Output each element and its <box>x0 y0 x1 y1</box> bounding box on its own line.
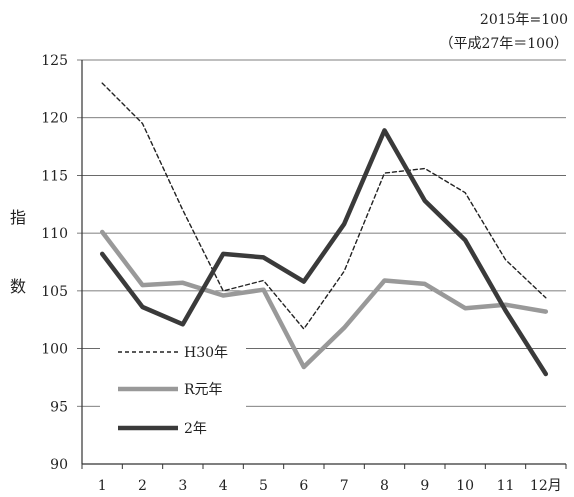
y-tick-label-115: 115 <box>41 168 68 184</box>
y-tick-label-90: 90 <box>50 457 68 473</box>
y-tick-labels: 90 95 100 105 110 115 120 125 <box>41 53 68 473</box>
legend-label-3: 2年 <box>184 421 207 437</box>
series-line-2 <box>99 229 549 370</box>
y-tick-label-120: 120 <box>41 111 68 127</box>
base-year-note-heisei: （平成27年＝100） <box>439 36 568 52</box>
y-tick-label-100: 100 <box>41 342 68 358</box>
gridlines <box>77 59 567 469</box>
x-tick-label-4: 4 <box>219 478 228 494</box>
series-line-1 <box>101 82 547 330</box>
y-tick-label-105: 105 <box>41 284 68 300</box>
base-year-note: 2015年=100 <box>479 12 568 28</box>
x-tick-label-2: 2 <box>138 478 147 494</box>
x-tick-labels: 1 2 3 4 5 6 7 8 9 10 11 12月 <box>98 478 562 494</box>
series-lines <box>99 82 549 377</box>
y-axis-label-char-1: 指 <box>10 208 27 227</box>
x-tick-label-9: 9 <box>420 478 429 494</box>
x-tick-label-11: 11 <box>497 478 515 494</box>
x-tick-label-3: 3 <box>178 478 187 494</box>
x-tick-label-5: 5 <box>259 478 268 494</box>
y-tick-label-95: 95 <box>50 399 68 415</box>
x-tick-label-7: 7 <box>340 478 349 494</box>
x-tick-label-1: 1 <box>98 478 107 494</box>
y-axis-label-char-2: 数 <box>10 277 27 296</box>
x-tick-label-10: 10 <box>456 478 474 494</box>
series-line-3 <box>99 128 549 377</box>
x-tick-label-6: 6 <box>299 478 308 494</box>
y-tick-label-125: 125 <box>41 53 68 69</box>
legend-label-1: H30年 <box>184 345 228 361</box>
legend: H30年 R元年 2年 <box>100 335 246 445</box>
legend-label-2: R元年 <box>184 382 223 398</box>
x-tick-label-12: 12月 <box>530 478 562 494</box>
x-tick-label-8: 8 <box>380 478 389 494</box>
y-tick-label-110: 110 <box>41 226 68 242</box>
